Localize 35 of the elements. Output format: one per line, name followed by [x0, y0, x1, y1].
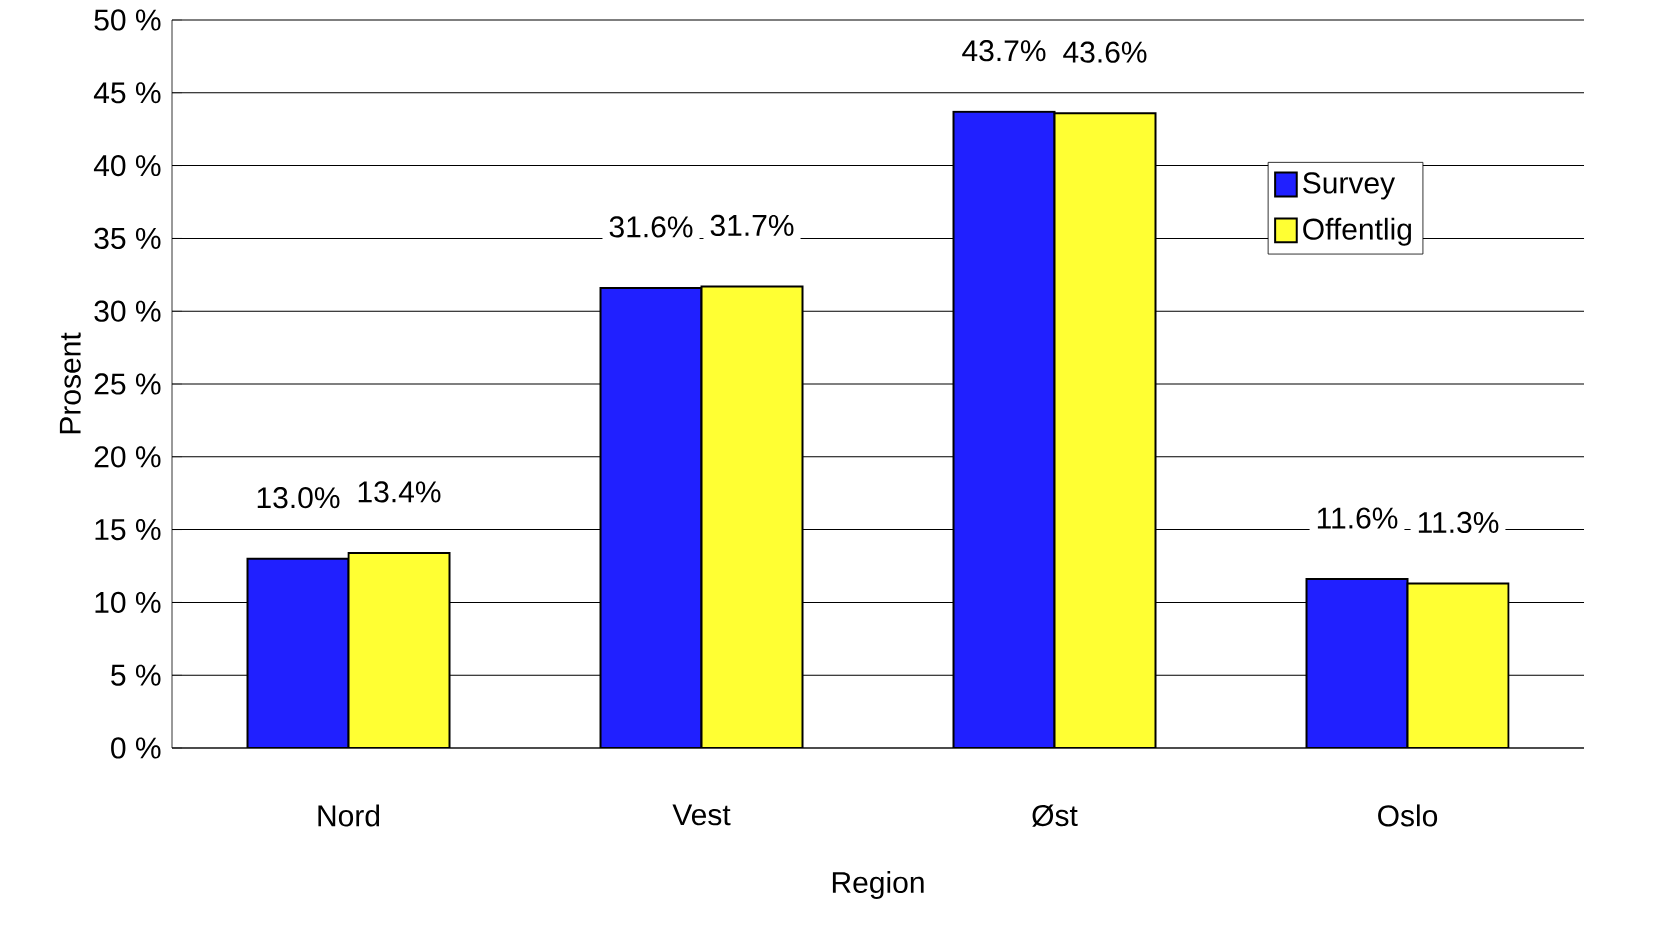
bar — [1053, 112, 1157, 748]
bar — [1406, 582, 1510, 748]
x-tick-label: Vest — [672, 804, 731, 826]
legend-label: Offentlig — [1303, 217, 1411, 246]
y-axis-title: Prosent — [59, 332, 81, 434]
data-label: 11.3% — [1418, 511, 1499, 534]
x-axis-title: Region — [832, 871, 924, 899]
x-tick-label: Nord — [318, 804, 380, 827]
y-tick-label: 30 % — [94, 300, 161, 322]
y-tick-label: 15 % — [95, 519, 161, 541]
data-label: 13.4% — [358, 481, 441, 503]
y-tick-label: 40 % — [93, 154, 161, 177]
y-tick-label: 45 % — [93, 82, 161, 104]
y-tick-label: 5 % — [111, 664, 161, 686]
bar — [700, 285, 804, 748]
x-tick-label: Øst — [1032, 804, 1078, 827]
data-label: 31.7% — [710, 214, 794, 237]
data-label: 13.0% — [257, 487, 340, 509]
y-tick-label: 50 % — [94, 9, 161, 31]
data-label: 11.6% — [1317, 507, 1398, 529]
data-label: 43.7% — [962, 40, 1046, 62]
x-tick-label: Oslo — [1378, 804, 1438, 827]
bar — [952, 110, 1056, 748]
bar — [347, 551, 451, 748]
bar — [1305, 578, 1409, 748]
y-tick-label: 35 % — [94, 227, 161, 250]
bar — [246, 557, 350, 748]
y-tick-label: 20 % — [94, 446, 161, 468]
y-tick-label: 25 % — [94, 373, 161, 395]
data-label: 43.6% — [1063, 41, 1147, 63]
legend-label: Survey — [1303, 172, 1396, 200]
bar — [599, 286, 703, 748]
y-tick-label: 10 % — [95, 591, 161, 614]
data-label: 31.6% — [609, 216, 693, 238]
y-tick-label: 0 % — [111, 737, 161, 759]
